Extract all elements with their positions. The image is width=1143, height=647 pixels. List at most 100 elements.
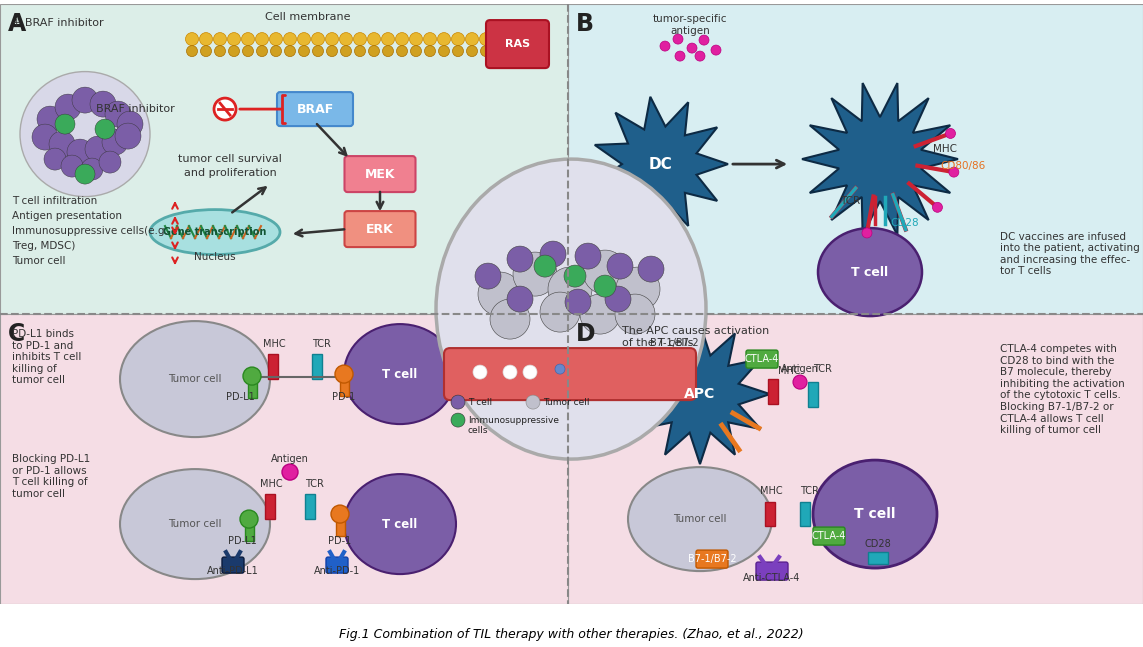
Circle shape (439, 45, 449, 56)
Circle shape (341, 45, 352, 56)
Circle shape (185, 32, 199, 45)
Text: MHC: MHC (933, 144, 957, 154)
Circle shape (297, 32, 311, 45)
Circle shape (480, 32, 493, 45)
Bar (339, 374, 349, 396)
Circle shape (409, 32, 423, 45)
Text: RAS: RAS (505, 39, 530, 49)
Ellipse shape (478, 272, 522, 316)
Ellipse shape (99, 151, 121, 173)
Text: TCR: TCR (312, 339, 330, 349)
Ellipse shape (150, 210, 280, 254)
Text: CTLA-4 competes with
CD28 to bind with the
B7 molecule, thereby
inhibiting the a: CTLA-4 competes with CD28 to bind with t… (1000, 344, 1125, 435)
Circle shape (282, 464, 298, 480)
Bar (868, 552, 888, 564)
Circle shape (200, 45, 211, 56)
Ellipse shape (117, 111, 143, 137)
Ellipse shape (539, 241, 566, 267)
Ellipse shape (539, 292, 580, 332)
FancyBboxPatch shape (222, 557, 243, 573)
Text: PD-L1 binds
to PD-1 and
inhibits T cell
killing of
tumor cell: PD-L1 binds to PD-1 and inhibits T cell … (11, 329, 81, 386)
FancyBboxPatch shape (813, 527, 845, 545)
Circle shape (256, 32, 269, 45)
Circle shape (383, 45, 393, 56)
Text: tumor-specific: tumor-specific (653, 14, 727, 24)
Bar (568, 314, 1143, 604)
Text: TCR: TCR (305, 479, 323, 489)
Circle shape (466, 45, 478, 56)
Text: PD-1: PD-1 (328, 536, 352, 546)
Ellipse shape (105, 101, 131, 127)
Circle shape (503, 365, 517, 379)
Text: Blocking PD-L1
or PD-1 allows
T cell killing of
tumor cell: Blocking PD-L1 or PD-1 allows T cell kil… (11, 454, 90, 499)
Circle shape (453, 45, 464, 56)
Circle shape (243, 367, 261, 385)
Text: T cell: T cell (383, 367, 417, 380)
FancyBboxPatch shape (344, 211, 416, 247)
Circle shape (673, 34, 684, 44)
Circle shape (227, 32, 240, 45)
Circle shape (711, 45, 721, 55)
Ellipse shape (120, 469, 270, 579)
Bar (267, 354, 278, 379)
Circle shape (687, 43, 697, 53)
Ellipse shape (580, 294, 620, 334)
Text: APC: APC (685, 387, 716, 401)
FancyBboxPatch shape (746, 350, 778, 368)
Circle shape (200, 32, 213, 45)
Bar (265, 494, 275, 519)
Text: MHC: MHC (760, 486, 783, 496)
Circle shape (465, 32, 479, 45)
Circle shape (214, 98, 235, 120)
Ellipse shape (615, 294, 655, 334)
FancyBboxPatch shape (486, 20, 549, 68)
Circle shape (215, 45, 225, 56)
Text: and proliferation: and proliferation (184, 168, 277, 178)
Circle shape (214, 32, 226, 45)
Circle shape (424, 45, 435, 56)
Circle shape (240, 510, 258, 528)
Ellipse shape (547, 267, 592, 311)
Circle shape (495, 45, 505, 56)
Ellipse shape (55, 94, 81, 120)
Bar (336, 514, 345, 536)
Text: PD-1: PD-1 (333, 392, 355, 402)
Ellipse shape (81, 158, 103, 180)
Circle shape (451, 32, 464, 45)
Text: CTLA-4: CTLA-4 (745, 354, 780, 364)
Circle shape (862, 228, 872, 238)
Ellipse shape (344, 474, 456, 574)
Circle shape (424, 32, 437, 45)
Ellipse shape (583, 250, 628, 294)
Bar (765, 502, 775, 526)
Text: B7-1/B7-2: B7-1/B7-2 (650, 338, 698, 348)
Circle shape (283, 32, 296, 45)
Text: B7-1/B7-2: B7-1/B7-2 (688, 554, 736, 564)
Bar (808, 382, 818, 407)
Ellipse shape (813, 460, 937, 568)
Circle shape (451, 395, 465, 409)
Text: antigen: antigen (670, 26, 710, 36)
FancyBboxPatch shape (443, 348, 696, 400)
Circle shape (949, 167, 959, 177)
FancyBboxPatch shape (696, 550, 728, 568)
Ellipse shape (628, 467, 772, 571)
Text: DC vaccines are infused
into the patient, activating
and increasing the effec-
t: DC vaccines are infused into the patient… (1000, 232, 1140, 276)
Ellipse shape (75, 164, 95, 184)
Circle shape (945, 129, 956, 138)
Circle shape (523, 365, 537, 379)
Text: Tumor cell: Tumor cell (673, 514, 727, 524)
Text: Antigen: Antigen (271, 454, 309, 464)
Text: T cell infiltration: T cell infiltration (11, 196, 97, 206)
Ellipse shape (534, 255, 555, 277)
Ellipse shape (344, 324, 456, 424)
Text: T cell: T cell (383, 518, 417, 531)
Circle shape (186, 45, 198, 56)
Circle shape (335, 365, 353, 383)
Circle shape (339, 32, 352, 45)
Ellipse shape (43, 148, 66, 170)
Text: Anti-PD-L1: Anti-PD-L1 (207, 566, 258, 576)
Bar (0, 314, 568, 604)
Ellipse shape (90, 91, 115, 117)
Bar (0, 4, 568, 314)
